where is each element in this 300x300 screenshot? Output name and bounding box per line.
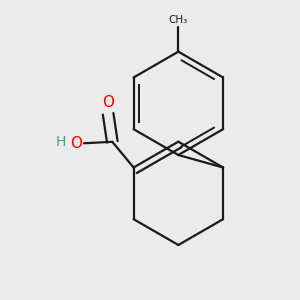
- Text: CH₃: CH₃: [169, 15, 188, 25]
- Text: O: O: [102, 95, 114, 110]
- Text: O: O: [70, 136, 83, 151]
- Text: H: H: [55, 135, 66, 148]
